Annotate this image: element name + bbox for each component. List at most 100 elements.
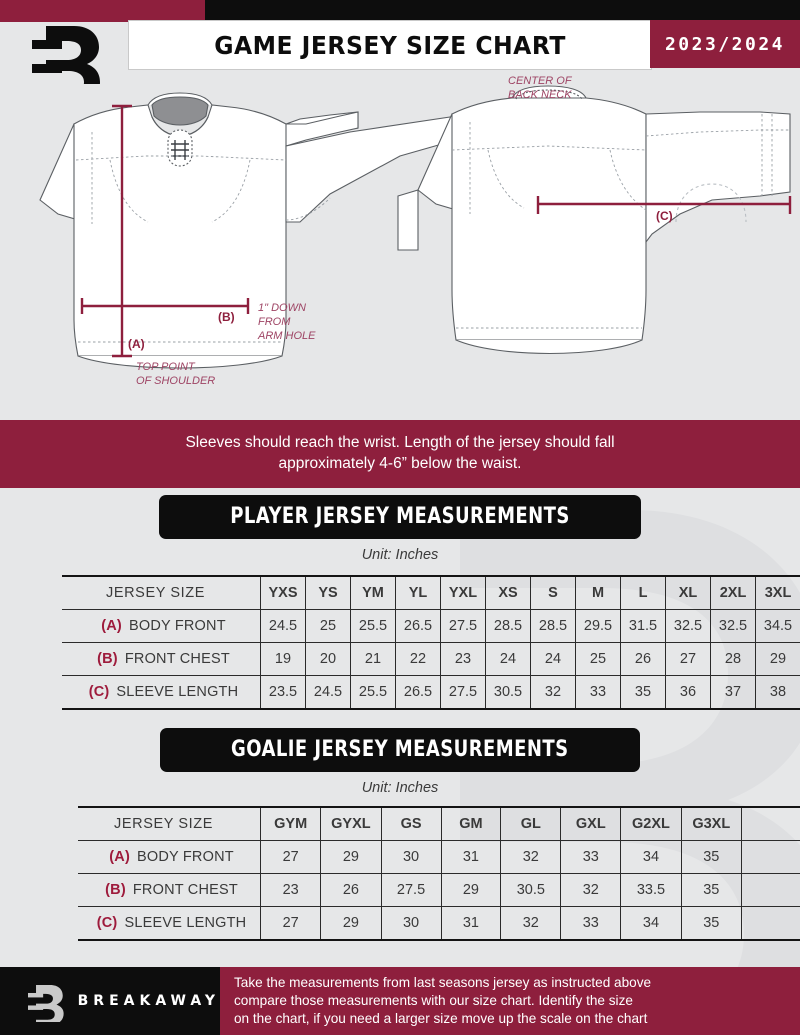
cell-M: 25 [575, 642, 621, 676]
table-row: (A) BODY FRONT 24.5 25 25.5 26.5 27.5 28.5 28.5 2… [62, 609, 800, 643]
cell-YM: 25.5 [350, 675, 396, 710]
cell-2XL: 37 [710, 675, 756, 710]
annotation-c-line2: BACK NECK [508, 89, 572, 101]
cell-3XL: 29 [755, 642, 800, 676]
measurement-line-a [112, 104, 132, 358]
cell-GYM: 27 [260, 906, 322, 941]
cell-GXL: 33 [560, 840, 622, 874]
cell-GS: 27.5 [380, 873, 442, 907]
row-label-C: (C) SLEEVE LENGTH [78, 906, 262, 941]
size-header-G3XL: G3XL [680, 806, 742, 841]
annotation-c-marker: (C) [656, 209, 673, 223]
cell-S: 24 [530, 642, 576, 676]
row-marker: (A) [101, 618, 122, 634]
cell-2XL: 32.5 [710, 609, 756, 643]
row-marker: (B) [97, 651, 118, 667]
goalie-measurements-table: JERSEY SIZE GYM GYXL GS GM GL GXL G2XL G3XL (A) BO… [78, 806, 800, 941]
goalie-section-title-text: GOALIE JERSEY MEASUREMENTS [231, 737, 569, 762]
cell-YL: 26.5 [395, 609, 441, 643]
row-label-B: (B) FRONT CHEST [62, 642, 261, 676]
cell-GXL: 32 [560, 873, 622, 907]
cell-YXL: 27.5 [440, 609, 486, 643]
header-black-bar [205, 0, 800, 22]
table-row: (C) SLEEVE LENGTH 23.5 24.5 25.5 26.5 27.5 30.5… [62, 675, 800, 710]
jersey-back-collar [511, 85, 587, 100]
season-badge-text: 2023/2024 [664, 33, 786, 55]
fit-note-line2: approximately 4-6” below the waist. [278, 455, 522, 472]
cell-L: 26 [620, 642, 666, 676]
size-header-GXL: GXL [560, 806, 622, 841]
empty-cell [740, 840, 800, 874]
size-header-label: JERSEY SIZE [78, 806, 262, 841]
cell-YM: 25.5 [350, 609, 396, 643]
size-header-YM: YM [350, 575, 396, 610]
jersey-front-collar [147, 92, 213, 167]
annotation-b-line1: 1" DOWN [258, 302, 306, 314]
cell-G3XL: 35 [680, 840, 742, 874]
cell-YXS: 19 [260, 642, 306, 676]
size-header-YXL: YXL [440, 575, 486, 610]
cell-XS: 24 [485, 642, 531, 676]
table-header-row: JERSEY SIZE YXS YS YM YL YXL XS S M L XL 2XL 3XL [62, 575, 800, 610]
footer-instructions-line3: on the chart, if you need a larger size … [234, 1010, 648, 1026]
season-badge: 2023/2024 [650, 20, 800, 68]
cell-YS: 25 [305, 609, 351, 643]
size-header-M: M [575, 575, 621, 610]
size-header-GM: GM [440, 806, 502, 841]
footer-instructions-line2: compare those measurements with our size… [234, 993, 633, 1009]
cell-GYM: 23 [260, 873, 322, 907]
size-header-YS: YS [305, 575, 351, 610]
size-header-GS: GS [380, 806, 442, 841]
table-row: (B) FRONT CHEST 23 26 27.5 29 30.5 32 33.5 35 [78, 873, 800, 907]
measurement-line-b [80, 298, 250, 314]
cell-XL: 36 [665, 675, 711, 710]
cell-S: 28.5 [530, 609, 576, 643]
footer-instructions-line1: Take the measurements from last seasons … [234, 975, 652, 991]
cell-3XL: 34.5 [755, 609, 800, 643]
size-header-G2XL: G2XL [620, 806, 682, 841]
cell-GXL: 33 [560, 906, 622, 941]
cell-GS: 30 [380, 840, 442, 874]
jersey-back-stitching [451, 122, 647, 329]
cell-M: 29.5 [575, 609, 621, 643]
header-maroon-accent-bar [0, 0, 205, 22]
jersey-diagram: (A) TOP POINT OF SHOULDER (B) 1" DOWN FR… [39, 75, 792, 387]
player-measurements-table: JERSEY SIZE YXS YS YM YL YXL XS S M L XL 2XL 3XL (A) B… [62, 575, 800, 710]
page-title: GAME JERSEY SIZE CHART [128, 20, 652, 70]
cell-3XL: 38 [755, 675, 800, 710]
jersey-front-stitching [75, 132, 331, 343]
annotation-a-marker: (A) [128, 337, 145, 351]
empty-cell [740, 873, 800, 907]
jersey-back-right-sleeve [645, 111, 791, 244]
size-header-label: JERSEY SIZE [62, 575, 261, 610]
cell-GYM: 27 [260, 840, 322, 874]
cell-XL: 27 [665, 642, 711, 676]
row-marker: (C) [88, 684, 110, 700]
cell-YXL: 27.5 [440, 675, 486, 710]
row-label-B: (B) FRONT CHEST [78, 873, 262, 907]
size-header-XL: XL [665, 575, 711, 610]
row-marker: (A) [109, 849, 130, 865]
goalie-section-header: GOALIE JERSEY MEASUREMENTS Unit: Inches [0, 728, 800, 796]
annotation-b-line3: ARM HOLE [257, 330, 316, 342]
cell-GS: 30 [380, 906, 442, 941]
size-header-GYXL: GYXL [320, 806, 382, 841]
row-label-C: (C) SLEEVE LENGTH [62, 675, 261, 710]
page-title-text: GAME JERSEY SIZE CHART [214, 30, 566, 60]
jersey-front-illustration [39, 104, 359, 369]
cell-L: 35 [620, 675, 666, 710]
cell-GL: 32 [500, 906, 562, 941]
size-header-YL: YL [395, 575, 441, 610]
cell-GL: 32 [500, 840, 562, 874]
fit-note-banner: Sleeves should reach the wrist. Length o… [0, 420, 800, 488]
row-label-A: (A) BODY FRONT [78, 840, 262, 874]
page-header: GAME JERSEY SIZE CHART 2023/2024 [0, 0, 800, 84]
fit-note-line1: Sleeves should reach the wrist. Length o… [185, 434, 615, 452]
annotation-a-line2: OF SHOULDER [136, 375, 215, 387]
cell-YS: 24.5 [305, 675, 351, 710]
cell-GM: 31 [440, 906, 502, 941]
table-row: (C) SLEEVE LENGTH 27 29 30 31 32 33 34 35 [78, 906, 800, 941]
cell-GL: 30.5 [500, 873, 562, 907]
page-footer: BREAKAWAY Take the measurements from las… [0, 967, 800, 1035]
